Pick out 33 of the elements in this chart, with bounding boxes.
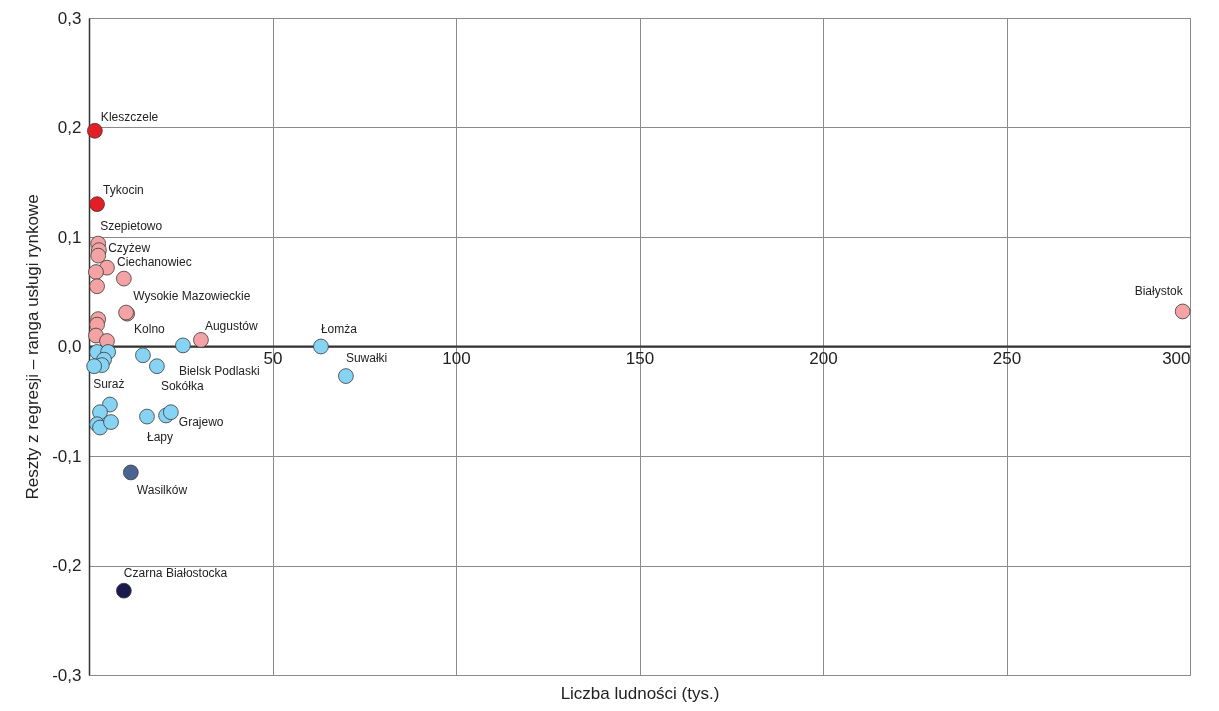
annotation: Czyżew <box>108 240 151 255</box>
annotation: Szepietowo <box>100 218 163 233</box>
annotation: Sokółka <box>160 379 204 394</box>
annotation: Kleszczele <box>100 109 159 124</box>
annotation: Łapy <box>146 429 174 444</box>
annotation: Wysokie Mazowieckie <box>133 288 251 303</box>
annotation: Ciechanowiec <box>116 254 192 269</box>
annotation: Augustów <box>204 318 258 333</box>
x-tick-label: 100 <box>442 348 471 368</box>
annotation: Tykocin <box>103 183 144 198</box>
annotation: Kolno <box>134 321 166 336</box>
y-tick-label: 0,1 <box>57 227 82 247</box>
annotation: Łomża <box>320 321 358 336</box>
annotation: Wasilków <box>136 483 188 498</box>
y-tick-label: 0,0 <box>57 337 82 356</box>
x-tick-label: 150 <box>625 348 655 368</box>
x-tick-label: 300 <box>1162 348 1191 368</box>
annotation: Suraż <box>93 377 125 392</box>
annotation: Białystok <box>1134 284 1184 299</box>
x-axis-title: Liczba ludności (tys.) <box>560 683 720 703</box>
annotation: Suwałki <box>345 351 388 366</box>
annotation: Czarna Białostocka <box>123 565 228 580</box>
y-tick-label: -0,2 <box>52 556 82 575</box>
annotation: Bielsk Podlaski <box>178 364 260 379</box>
x-tick-label: 200 <box>809 348 838 368</box>
x-tick-label: 50 <box>263 348 283 368</box>
y-tick-label: -0,3 <box>52 665 82 685</box>
y-tick-label: 0,3 <box>57 8 82 28</box>
y-axis-title: Reszty z regresji – ranga usługi rynkowe <box>23 194 43 500</box>
x-tick-label: 250 <box>992 348 1022 368</box>
y-tick-label: 0,2 <box>57 118 82 137</box>
y-tick-label: -0,1 <box>52 446 82 466</box>
annotation: Grajewo <box>178 415 224 430</box>
